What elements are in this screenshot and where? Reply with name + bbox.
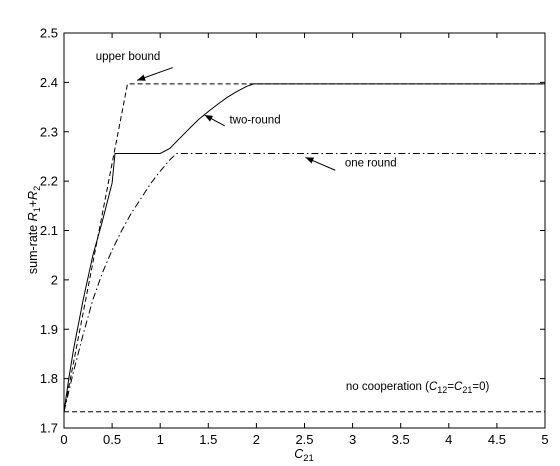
- y-tick-label: 1.9: [40, 322, 58, 337]
- x-tick-label: 3: [349, 432, 356, 447]
- x-tick-label: 3.5: [392, 432, 410, 447]
- x-tick-label: 5: [541, 432, 548, 447]
- annotation-arrowhead-one: [305, 157, 315, 164]
- x-tick-label: 2.5: [295, 432, 313, 447]
- x-axis-label: C21: [294, 447, 314, 464]
- x-tick-label: 0: [60, 432, 67, 447]
- series-layer: [63, 83, 545, 413]
- x-tick-label: 1: [157, 432, 164, 447]
- y-tick-label: 2.4: [40, 75, 58, 90]
- y-tick-label: 2.3: [40, 124, 58, 139]
- x-tick-label: 4: [445, 432, 452, 447]
- annotation-arrowhead-two: [204, 114, 214, 122]
- plot-area: [63, 32, 546, 429]
- y-tick-label: 1.8: [40, 371, 58, 386]
- annotation-arrowhead-upper: [137, 74, 146, 81]
- x-tick-label: 4.5: [488, 432, 506, 447]
- y-tick-label: 2.1: [40, 223, 58, 238]
- tick-layer: 0 0.5 1 1.5 2 2.5 3 3.5 4 4.5 5 1.7 1.8 1.9 2 2.1 2.2 2.3…: [40, 26, 549, 448]
- annotation-layer: upper bound two-round one round: [96, 51, 397, 171]
- y-tick-label: 2: [51, 272, 58, 287]
- x-tick-label: 0.5: [103, 432, 121, 447]
- no-cooperation-label: no cooperation (C12=C21=0): [346, 381, 490, 395]
- x-tick-label: 2: [253, 432, 260, 447]
- series-line-1: [63, 83, 545, 412]
- annotation-upper: upper bound: [96, 51, 161, 63]
- y-tick-label: 2.5: [40, 26, 58, 41]
- annotation-two: two-round: [229, 114, 280, 126]
- y-axis-label: sum-rate R1+R2: [26, 186, 42, 274]
- annotation-one: one round: [345, 157, 397, 169]
- x-tick-label: 1.5: [199, 432, 217, 447]
- y-tick-label: 2.2: [40, 174, 58, 189]
- y-tick-label: 1.7: [40, 421, 58, 436]
